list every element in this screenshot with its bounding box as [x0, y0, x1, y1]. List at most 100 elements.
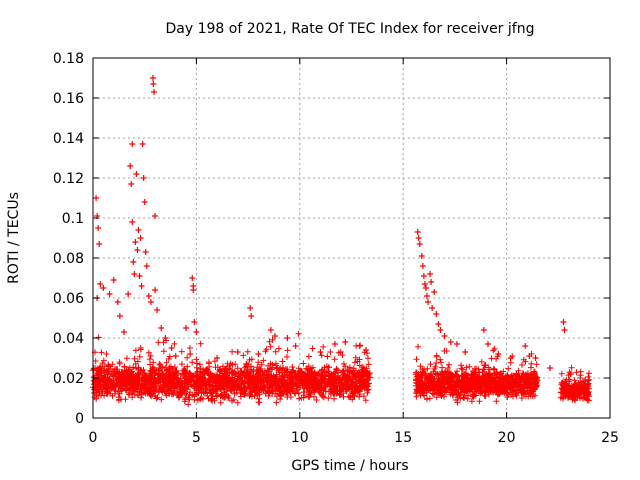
roti-marker	[114, 299, 121, 305]
roti-marker	[162, 335, 169, 341]
roti-marker	[96, 241, 103, 247]
roti-marker	[191, 319, 198, 325]
roti-marker	[214, 355, 221, 361]
roti-marker	[190, 287, 197, 293]
roti-marker	[462, 349, 469, 355]
y-tick-label: 0.02	[53, 371, 84, 387]
roti-marker	[447, 339, 454, 345]
y-axis-label: ROTI / TECUs	[6, 192, 22, 284]
roti-marker	[116, 313, 123, 319]
roti-marker	[547, 365, 554, 371]
roti-marker	[484, 341, 491, 347]
roti-marker	[453, 341, 460, 347]
y-tick-label: 0	[75, 411, 84, 427]
roti-marker	[127, 163, 134, 169]
roti-marker	[427, 271, 434, 277]
roti-marker	[154, 307, 161, 313]
roti-marker	[561, 327, 568, 333]
roti-marker	[133, 171, 140, 177]
roti-marker	[130, 259, 137, 265]
y-tick-labels: 0 0.02 0.04 0.06 0.08 0.1 0.12 0.14 0.16 0.18	[53, 51, 84, 427]
roti-marker	[429, 305, 436, 311]
roti-marker	[131, 271, 138, 277]
roti-marker	[106, 291, 113, 297]
roti-marker	[152, 213, 159, 219]
roti-marker	[284, 335, 291, 341]
roti-marker	[267, 327, 274, 333]
roti-marker	[437, 327, 444, 333]
roti-marker	[480, 327, 487, 333]
roti-marker	[95, 225, 102, 231]
roti-marker	[140, 175, 147, 181]
y-tick-label: 0.1	[62, 211, 84, 227]
roti-marker	[331, 341, 338, 347]
roti-marker	[168, 345, 175, 351]
y-tick-label: 0.12	[53, 171, 84, 187]
roti-marker	[189, 275, 196, 281]
x-axis-label: GPS time / hours	[291, 458, 408, 474]
roti-marker	[193, 329, 200, 335]
roti-marker	[507, 355, 514, 361]
x-tick-label: 15	[394, 430, 412, 446]
roti-marker	[441, 333, 448, 339]
roti-marker	[183, 325, 190, 331]
roti-marker	[422, 285, 429, 291]
roti-marker	[110, 277, 117, 283]
roti-marker	[292, 343, 299, 349]
roti-marker	[125, 291, 132, 297]
roti-marker	[145, 293, 152, 299]
axis-ticks	[92, 57, 611, 419]
x-tick-label: 20	[498, 430, 516, 446]
x-tick-label: 10	[291, 430, 309, 446]
roti-marker	[141, 199, 148, 205]
roti-marker	[152, 287, 159, 293]
roti-marker	[121, 329, 128, 335]
roti-marker	[532, 355, 539, 361]
y-tick-label: 0.14	[53, 131, 84, 147]
roti-marker	[147, 299, 154, 305]
roti-marker	[143, 263, 150, 269]
roti-marker	[248, 313, 255, 319]
chart-title: Day 198 of 2021, Rate Of TEC Index for r…	[166, 21, 535, 37]
roti-marker	[255, 351, 262, 357]
roti-marker	[416, 241, 423, 247]
roti-marker	[97, 281, 104, 287]
roti-marker	[362, 347, 369, 353]
roti-marker	[431, 289, 438, 295]
roti-marker	[418, 253, 425, 259]
roti-marker	[567, 371, 574, 377]
roti-marker	[423, 293, 430, 299]
plot-frame	[92, 57, 611, 419]
roti-marker	[425, 299, 432, 305]
y-tick-label: 0.04	[53, 331, 84, 347]
roti-marker	[433, 311, 440, 317]
roti-marker	[428, 279, 435, 285]
roti-marker	[135, 227, 142, 233]
roti-marker	[150, 81, 157, 87]
roti-marker	[128, 181, 135, 187]
roti-marker	[158, 325, 165, 331]
roti-marker	[414, 229, 421, 235]
roti-marker	[495, 351, 502, 357]
roti-marker	[136, 273, 143, 279]
roti-marker	[522, 343, 529, 349]
roti-marker	[419, 263, 426, 269]
roti-marker	[134, 247, 141, 253]
roti-marker	[138, 283, 145, 289]
x-tick-label: 25	[601, 430, 619, 446]
roti-marker-cloud	[90, 330, 593, 408]
roti-marker	[342, 339, 349, 345]
roti-marker	[129, 141, 136, 147]
y-tick-label: 0.18	[53, 51, 84, 67]
roti-marker	[560, 319, 567, 325]
x-tick-label: 5	[192, 430, 201, 446]
roti-marker	[415, 235, 422, 241]
roti-marker	[526, 353, 533, 359]
roti-marker	[234, 349, 241, 355]
y-tick-label: 0.06	[53, 291, 84, 307]
roti-marker	[151, 89, 158, 95]
roti-marker	[420, 273, 427, 279]
roti-marker	[139, 141, 146, 147]
roti-marker	[421, 281, 428, 287]
